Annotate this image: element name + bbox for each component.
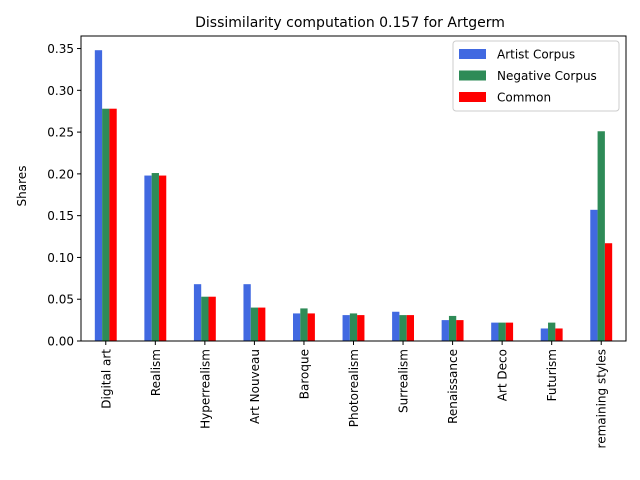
x-tick-label: Renaissance <box>446 349 460 424</box>
y-tick-label: 0.10 <box>47 251 74 265</box>
bar-negative-corpus-digital-art <box>102 108 110 341</box>
x-tick-label: Art Deco <box>496 349 510 401</box>
x-tick-label: Realism <box>149 349 163 396</box>
bar-artist-corpus-surrealism <box>392 311 400 341</box>
bar-common-hyperrealism <box>208 296 216 341</box>
bar-common-remaining-styles <box>604 243 613 341</box>
bar-artist-corpus-futurism <box>540 328 549 341</box>
y-axis-label: Shares <box>15 166 29 207</box>
legend: Artist Corpus Negative Corpus Common <box>452 40 620 112</box>
y-tick-label: 0.35 <box>47 42 74 56</box>
legend-label: Artist Corpus <box>497 48 575 62</box>
bar-negative-corpus-art-deco <box>498 322 506 341</box>
bar-negative-corpus-photorealism <box>349 313 358 341</box>
y-tick-label: 0.30 <box>47 84 74 98</box>
x-tick-label: Futurism <box>545 349 559 401</box>
y-tick-label: 0.25 <box>47 126 74 140</box>
legend-swatch <box>459 49 486 59</box>
bar-negative-corpus-baroque <box>300 308 308 341</box>
x-tick-label: Digital art <box>99 349 113 409</box>
y-tick-label: 0.15 <box>47 209 74 223</box>
legend-label: Negative Corpus <box>497 69 597 83</box>
y-tick-label: 0.00 <box>47 335 74 349</box>
bar-negative-corpus-art-nouveau <box>250 307 259 341</box>
legend-swatch <box>459 70 486 81</box>
legend-swatch <box>459 92 486 102</box>
bar-negative-corpus-renaissance <box>448 315 457 341</box>
bar-artist-corpus-art-nouveau <box>243 284 251 341</box>
chart-title: Dissimilarity computation 0.157 for Artg… <box>195 15 505 31</box>
bar-artist-corpus-digital-art <box>94 50 103 342</box>
bar-common-art-nouveau <box>258 307 266 341</box>
bar-negative-corpus-remaining-styles <box>597 131 605 341</box>
x-tick-label: remaining styles <box>595 349 609 448</box>
y-tick-label: 0.20 <box>47 167 74 181</box>
bar-common-photorealism <box>357 315 365 341</box>
bar-artist-corpus-baroque <box>293 313 301 341</box>
bar-negative-corpus-realism <box>151 173 159 341</box>
x-tick-label: Hyperrealism <box>198 349 212 429</box>
bar-common-digital-art <box>109 108 117 341</box>
bar-common-realism <box>158 175 167 341</box>
bar-negative-corpus-surrealism <box>399 315 407 341</box>
bar-common-renaissance <box>456 320 464 341</box>
legend-box <box>452 40 620 112</box>
bar-negative-corpus-hyperrealism <box>201 296 209 341</box>
bar-common-art-deco <box>505 322 514 341</box>
legend-label: Common <box>497 91 551 105</box>
bar-artist-corpus-photorealism <box>342 315 350 341</box>
bar-common-futurism <box>555 328 563 341</box>
bar-artist-corpus-renaissance <box>441 320 449 341</box>
bar-artist-corpus-realism <box>144 175 152 341</box>
bar-artist-corpus-art-deco <box>491 322 499 341</box>
y-tick-label: 0.05 <box>47 293 74 307</box>
x-tick-label: Art Nouveau <box>248 349 262 424</box>
x-tick-label: Surrealism <box>397 349 411 413</box>
x-tick-label: Baroque <box>297 349 311 399</box>
bar-negative-corpus-futurism <box>548 322 556 341</box>
bar-artist-corpus-hyperrealism <box>193 284 202 341</box>
x-tick-label: Photorealism <box>347 349 361 427</box>
bar-common-surrealism <box>406 315 414 341</box>
bar-artist-corpus-remaining-styles <box>590 209 598 341</box>
bar-common-baroque <box>307 313 315 341</box>
